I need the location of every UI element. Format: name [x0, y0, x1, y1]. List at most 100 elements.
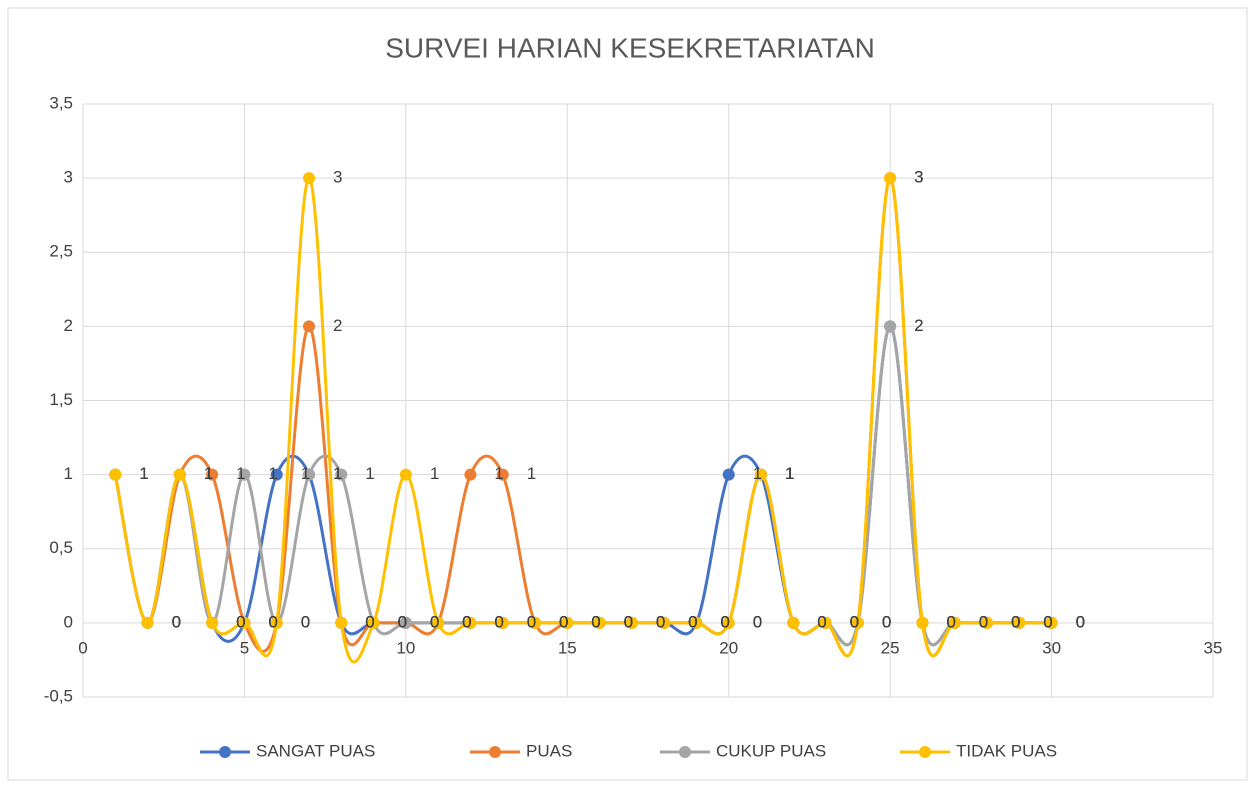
data-label: 1	[494, 464, 503, 483]
data-label: 0	[946, 612, 955, 631]
data-point	[206, 616, 219, 629]
data-label: 0	[624, 612, 633, 631]
data-label: 0	[365, 612, 374, 631]
data-point	[496, 468, 509, 481]
data-label: 1	[139, 464, 148, 483]
data-label: 0	[172, 612, 181, 631]
data-label: 0	[1076, 612, 1085, 631]
data-label: 0	[753, 612, 762, 631]
data-label: 0	[946, 612, 955, 631]
y-tick-label: 0	[64, 612, 73, 631]
y-tick-label: 2,5	[49, 242, 73, 261]
x-tick-label: 5	[240, 638, 249, 657]
data-label: 0	[559, 612, 568, 631]
data-label: 0	[398, 612, 407, 631]
data-label: 0	[817, 612, 826, 631]
y-tick-label: 1	[64, 464, 73, 483]
data-label: 1	[236, 464, 245, 483]
data-label: 0	[301, 612, 310, 631]
legend-label: PUAS	[526, 741, 572, 760]
data-label: 0	[172, 612, 181, 631]
data-label: 1	[204, 464, 213, 483]
data-point	[303, 468, 315, 481]
data-label: 0	[559, 612, 568, 631]
x-tick-label: 0	[78, 638, 87, 657]
data-label: 0	[236, 612, 245, 631]
chart-title: SURVEI HARIAN KESEKRETARIATAN	[385, 32, 875, 63]
y-tick-label: 3,5	[49, 93, 73, 112]
data-label: 0	[979, 612, 988, 631]
data-label: 0	[882, 612, 891, 631]
data-label: 0	[850, 612, 859, 631]
data-point	[399, 468, 412, 481]
data-point	[238, 468, 251, 481]
data-label: 0	[817, 612, 826, 631]
data-label: 1	[785, 464, 794, 483]
data-point	[916, 616, 929, 629]
data-label: 3	[914, 168, 923, 187]
data-label: 0	[1076, 612, 1085, 631]
data-label: 0	[817, 612, 826, 631]
data-label: 0	[688, 612, 697, 631]
data-label: 0	[1011, 612, 1020, 631]
data-point	[432, 616, 445, 629]
data-label: 0	[494, 612, 503, 631]
data-label: 0	[753, 612, 762, 631]
y-tick-label: 2	[64, 316, 73, 335]
data-label: 0	[753, 612, 762, 631]
data-label: 0	[494, 612, 503, 631]
data-label: 0	[1043, 612, 1052, 631]
data-point	[496, 616, 509, 629]
data-label: 0	[688, 612, 697, 631]
data-label: 0	[591, 612, 600, 631]
data-label: 0	[462, 612, 471, 631]
x-tick-label: 20	[719, 638, 738, 657]
data-label: 0	[398, 612, 407, 631]
data-label: 2	[333, 316, 342, 335]
data-label: 0	[591, 612, 600, 631]
data-label: 0	[817, 612, 826, 631]
data-label: 0	[462, 612, 471, 631]
data-point	[464, 616, 477, 629]
data-label: 1	[785, 464, 794, 483]
data-point	[464, 468, 477, 481]
data-label: 1	[333, 464, 342, 483]
data-label: 0	[1043, 612, 1052, 631]
data-point	[722, 616, 735, 629]
data-label: 2	[914, 316, 923, 335]
data-label: 0	[1011, 612, 1020, 631]
data-point	[819, 616, 832, 629]
data-label: 0	[656, 612, 665, 631]
data-label: 0	[979, 612, 988, 631]
data-point	[981, 616, 993, 629]
data-label: 0	[946, 612, 955, 631]
data-point	[561, 616, 574, 629]
data-label: 1	[139, 464, 148, 483]
data-label: 0	[527, 612, 536, 631]
legend-marker	[489, 746, 501, 758]
data-label: 0	[624, 612, 633, 631]
data-label: 1	[333, 464, 342, 483]
data-label: 0	[268, 612, 277, 631]
data-point	[173, 468, 186, 481]
data-label: 0	[688, 612, 697, 631]
data-label: 0	[494, 612, 503, 631]
legend-marker	[679, 746, 691, 758]
data-label: 0	[301, 612, 310, 631]
data-label: 0	[979, 612, 988, 631]
legend-marker	[219, 746, 231, 758]
data-point	[884, 172, 897, 185]
data-label: 0	[301, 612, 310, 631]
data-label: 0	[365, 612, 374, 631]
data-point	[367, 616, 380, 629]
data-label: 3	[333, 168, 342, 187]
data-label: 0	[656, 612, 665, 631]
data-label: 0	[1011, 612, 1020, 631]
data-label: 0	[1076, 612, 1085, 631]
data-label: 0	[1076, 612, 1085, 631]
data-label: 0	[172, 612, 181, 631]
data-point	[658, 616, 671, 629]
data-point	[1013, 616, 1026, 629]
data-label: 0	[591, 612, 600, 631]
data-label: 0	[268, 612, 277, 631]
